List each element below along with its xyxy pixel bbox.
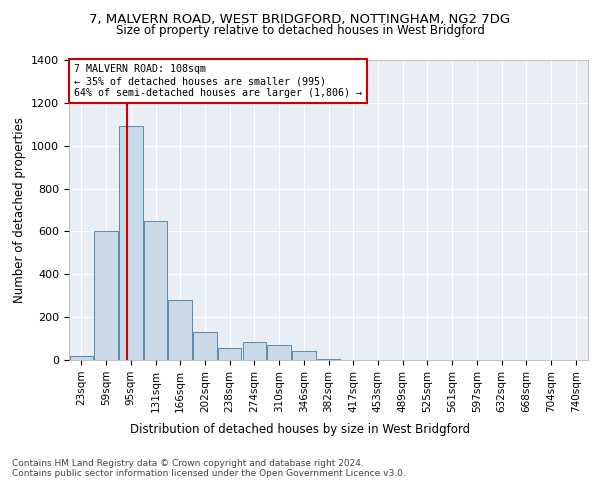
Bar — [94, 232, 118, 360]
Bar — [119, 126, 143, 360]
Bar — [70, 356, 93, 360]
Text: 7 MALVERN ROAD: 108sqm
← 35% of detached houses are smaller (995)
64% of semi-de: 7 MALVERN ROAD: 108sqm ← 35% of detached… — [74, 64, 362, 98]
Text: Contains public sector information licensed under the Open Government Licence v3: Contains public sector information licen… — [12, 468, 406, 477]
Text: Contains HM Land Registry data © Crown copyright and database right 2024.: Contains HM Land Registry data © Crown c… — [12, 458, 364, 468]
Text: Distribution of detached houses by size in West Bridgford: Distribution of detached houses by size … — [130, 422, 470, 436]
Bar — [144, 220, 167, 360]
Bar — [317, 359, 340, 360]
Bar — [193, 332, 217, 360]
Text: 7, MALVERN ROAD, WEST BRIDGFORD, NOTTINGHAM, NG2 7DG: 7, MALVERN ROAD, WEST BRIDGFORD, NOTTING… — [89, 12, 511, 26]
Bar — [242, 342, 266, 360]
Bar — [292, 352, 316, 360]
Bar — [268, 345, 291, 360]
Bar — [218, 348, 241, 360]
Text: Size of property relative to detached houses in West Bridgford: Size of property relative to detached ho… — [116, 24, 484, 37]
Y-axis label: Number of detached properties: Number of detached properties — [13, 117, 26, 303]
Bar — [169, 300, 192, 360]
